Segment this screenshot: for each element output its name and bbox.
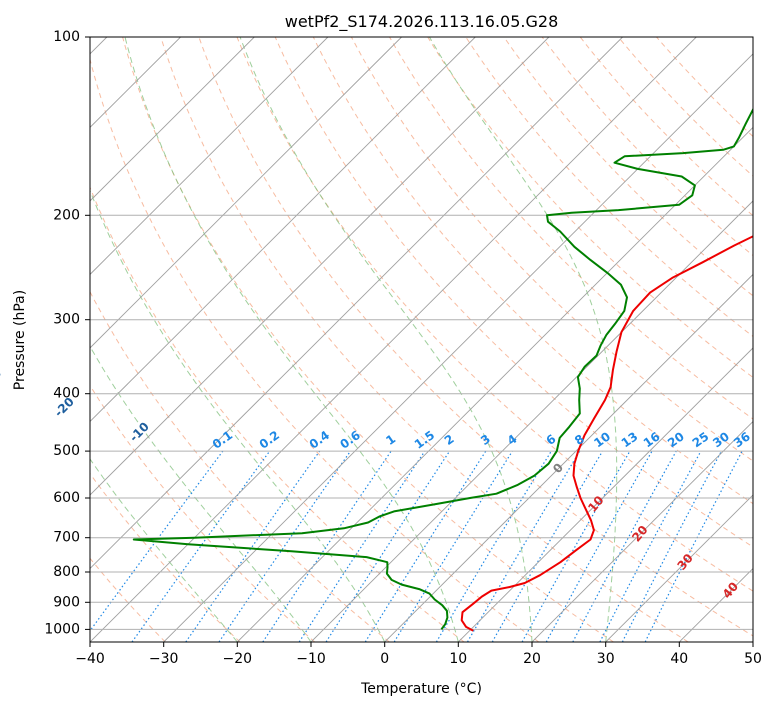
x-tick-label: 0: [380, 651, 389, 667]
x-axis-label: Temperature (°C): [360, 681, 482, 697]
mixing-ratio-line: [364, 450, 487, 642]
isotherm-line: [384, 273, 753, 642]
dewpoint-profile: [132, 107, 753, 630]
mixing-ratio-line: [393, 450, 513, 642]
plot-frame: [89, 36, 754, 643]
isotherm-line: [90, 37, 550, 496]
mixing-ratio-line: [131, 450, 271, 642]
y-tick-label: 400: [53, 386, 80, 402]
x-tick-label: −10: [296, 651, 326, 667]
x-tick-label: −40: [75, 651, 105, 667]
y-tick-label: 900: [53, 594, 80, 610]
y-tick-label: 800: [53, 564, 80, 580]
isotherm-line: [90, 37, 623, 570]
isotherm-line: [605, 494, 753, 642]
mixing-ratio-line: [491, 450, 604, 642]
isotherm-line: [90, 37, 329, 276]
moist-adiabat-line: [428, 37, 618, 642]
dry-adiabat-line: [90, 384, 316, 642]
y-tick-label: 1000: [44, 621, 80, 637]
dry-adiabat-line: [350, 37, 753, 462]
temperature-profile: [460, 235, 753, 632]
moist-adiabat-line: [90, 458, 238, 642]
x-tick-label: 30: [597, 651, 615, 667]
moist-adiabat-line: [90, 189, 386, 642]
dry-adiabat-line: [122, 37, 614, 642]
isotherm-line: [90, 37, 402, 349]
y-axis-label: Pressure (hPa): [12, 290, 28, 390]
mixing-ratio-line: [466, 450, 581, 642]
dry-adiabat-line: [90, 186, 465, 642]
y-tick-label: 500: [53, 443, 80, 459]
x-tick-label: −20: [223, 651, 253, 667]
x-tick-label: 40: [670, 651, 688, 667]
dry-adiabat-line: [90, 290, 390, 642]
dry-adiabat-label: -30: [0, 366, 4, 391]
y-tick-label: 300: [53, 312, 80, 328]
isotherm-line: [236, 126, 753, 642]
mixing-ratio-line: [435, 450, 552, 642]
y-tick-label: 700: [53, 530, 80, 546]
y-tick-label: 200: [53, 207, 80, 223]
x-tick-label: 20: [523, 651, 541, 667]
dry-adiabat-line: [236, 37, 753, 592]
isotherm-line: [310, 200, 753, 642]
x-axis: −40 −30 −20 −10 0 10 20 30 40 50: [75, 642, 762, 667]
background-lines: [90, 37, 753, 642]
mixing-ratio-line: [218, 450, 351, 642]
mixing-ratio-line: [185, 450, 321, 642]
isotherm-line: [752, 641, 753, 642]
y-tick-label: 100: [53, 29, 80, 45]
dry-adiabat-line: [90, 57, 540, 642]
mixing-ratio-line: [521, 450, 631, 642]
chart-title: wetPf2_S174.2026.113.16.05.G28: [285, 12, 559, 32]
isotherm-line: [90, 37, 697, 642]
isotherm-line: [90, 37, 476, 423]
isotherm-line: [90, 37, 255, 202]
x-tick-label: 10: [449, 651, 467, 667]
x-tick-label: 50: [744, 651, 762, 667]
plot-background: [90, 37, 753, 642]
mixing-ratio-line: [325, 450, 451, 642]
x-tick-label: −30: [149, 651, 179, 667]
y-axis: 100 200 300 400 500 600 700 800 900 1000: [44, 29, 90, 637]
isotherm-line: [531, 420, 753, 642]
dry-adiabat-line: [198, 37, 753, 637]
dry-adiabat-line: [160, 37, 689, 642]
y-tick-label: 600: [53, 490, 80, 506]
dry-adiabat-line: [312, 37, 753, 505]
series-layer: [132, 107, 753, 632]
isotherm-line: [457, 347, 753, 642]
isotherm-line: [163, 53, 753, 642]
mixing-ratio-line: [572, 450, 677, 642]
